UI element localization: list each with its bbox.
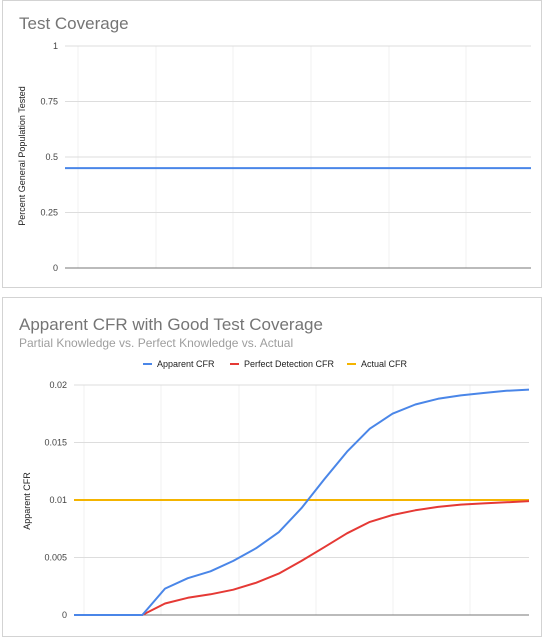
apparent-cfr-plot: Apparent CFR with Good Test Coverage Par… — [19, 315, 530, 620]
y-tick-label: 1 — [53, 41, 58, 51]
chart-title: Test Coverage — [19, 14, 129, 33]
gridlines — [65, 45, 531, 269]
legend-label-actual-cfr: Actual CFR — [361, 359, 408, 369]
y-tick-labels: 0 0.005 0.01 0.015 0.02 — [44, 380, 67, 620]
chart-subtitle: Partial Knowledge vs. Perfect Knowledge … — [19, 336, 293, 350]
series-line-perfect-detection-cfr — [74, 500, 530, 616]
apparent-cfr-chart: Apparent CFR with Good Test Coverage Par… — [2, 297, 542, 637]
legend: Apparent CFR Perfect Detection CFR Actual … — [143, 359, 408, 369]
series-lines — [74, 388, 530, 616]
y-axis-label: Apparent CFR — [22, 472, 32, 530]
series-line-apparent-cfr — [74, 388, 530, 616]
test-coverage-chart: Test Coverage Percent General Population… — [2, 0, 542, 288]
y-axis-label: Percent General Population Tested — [17, 86, 27, 225]
y-tick-label: 0.015 — [44, 438, 67, 448]
y-tick-label: 0 — [53, 263, 58, 273]
legend-label-perfect-detection-cfr: Perfect Detection CFR — [244, 359, 335, 369]
y-tick-label: 0.005 — [44, 553, 67, 563]
y-tick-labels: 0 0.25 0.5 0.75 1 — [40, 41, 58, 273]
legend-label-apparent-cfr: Apparent CFR — [157, 359, 215, 369]
y-tick-label: 0.01 — [49, 495, 67, 505]
y-tick-label: 0 — [62, 610, 67, 620]
y-tick-label: 0.5 — [45, 152, 58, 162]
y-tick-label: 0.25 — [40, 208, 58, 218]
test-coverage-plot: Test Coverage Percent General Population… — [17, 14, 531, 273]
y-tick-label: 0.75 — [40, 97, 58, 107]
y-tick-label: 0.02 — [49, 380, 67, 390]
chart-title: Apparent CFR with Good Test Coverage — [19, 315, 323, 334]
